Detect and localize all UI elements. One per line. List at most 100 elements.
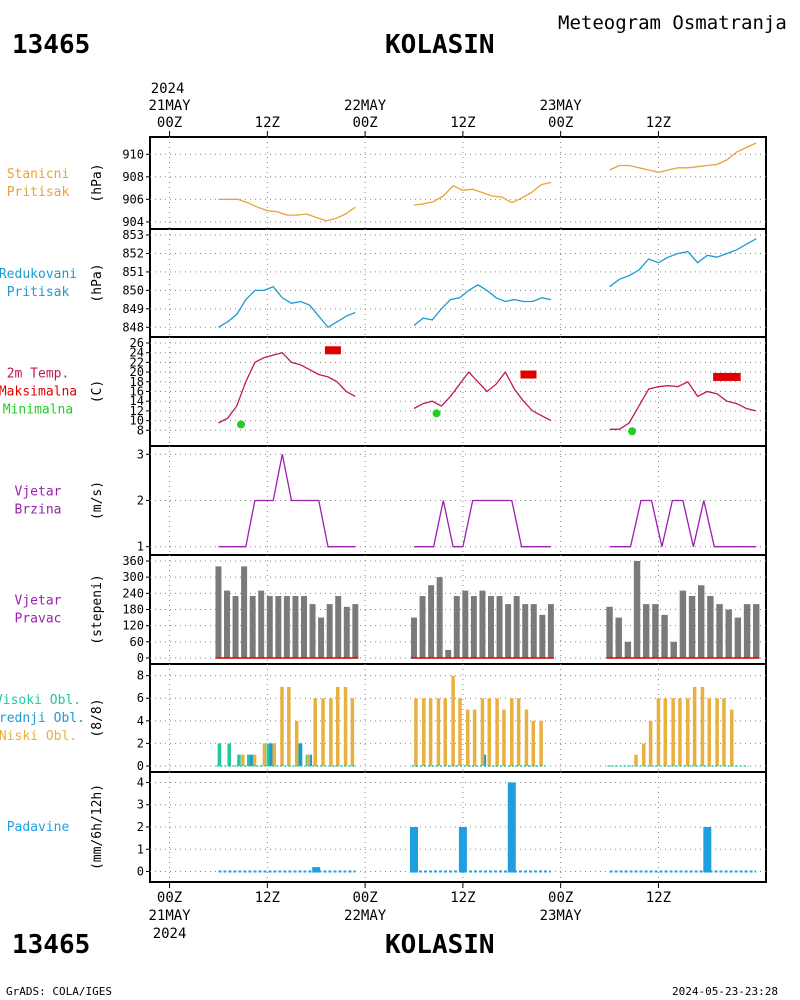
direction-bar <box>698 585 705 658</box>
direction-bar <box>275 596 282 658</box>
reduced_pressure-ytick-label: 853 <box>122 228 144 242</box>
precip-bar <box>410 827 418 873</box>
low-cloud-bar <box>472 709 477 766</box>
low-cloud-bar <box>294 720 299 766</box>
low-cloud-bar <box>306 754 311 766</box>
wind_speed-ytick-label: 2 <box>137 494 144 508</box>
clouds-ytick-label: 2 <box>137 736 144 750</box>
temp-series-line <box>413 370 552 422</box>
mid-cloud-bar <box>269 743 273 766</box>
reduced_pressure-series-line <box>413 284 552 327</box>
mid-cloud-bar <box>482 754 487 766</box>
low-cloud-bar <box>686 698 690 766</box>
direction-bar <box>343 606 350 658</box>
low-cloud-bar <box>634 754 638 766</box>
direction-bar <box>624 641 632 658</box>
direction-bar <box>661 614 668 658</box>
wind_direction-ylabel: (stepeni) <box>90 574 105 644</box>
low-cloud-bar <box>422 698 426 766</box>
temperature-legend-label: Minimalna <box>3 403 73 418</box>
wind_speed-ylabel: (m/s) <box>90 481 105 520</box>
wind_speed-legend-label: Vjetar <box>15 485 62 500</box>
low-cloud-bar <box>678 698 682 766</box>
reduced_pressure-series-line <box>218 285 356 329</box>
direction-bar <box>725 609 732 658</box>
low-cloud-bar <box>502 709 506 766</box>
precip-bar <box>507 782 516 873</box>
low-cloud-bar <box>466 709 470 766</box>
plot-frame <box>149 136 767 883</box>
top-hour-label: 00Z <box>157 115 182 131</box>
low-cloud-bar <box>262 743 267 766</box>
direction-bar <box>716 604 723 658</box>
bottom-hour-label: 12Z <box>646 890 671 906</box>
tmin-marker <box>237 420 245 429</box>
direction-bar <box>462 590 469 658</box>
direction-bar <box>707 596 714 658</box>
direction-bar <box>496 596 503 658</box>
precipitation-ytick-label: 3 <box>137 798 144 812</box>
low-cloud-bar <box>642 743 646 766</box>
reduced_pressure-ytick-label: 850 <box>122 283 144 297</box>
temperature-ytick-label: 26 <box>130 336 144 350</box>
reduced_pressure-legend-label: Redukovani <box>0 267 77 282</box>
low-cloud-bar <box>722 698 726 766</box>
product-title: Meteogram Osmatranja <box>558 12 787 34</box>
low-cloud-bar <box>343 686 348 766</box>
precip-bar <box>312 867 321 873</box>
temp-series-line <box>218 351 356 424</box>
direction-bar <box>266 596 273 658</box>
temperature-ytick-label: 12 <box>130 404 144 418</box>
bottom-hour-label: 00Z <box>352 890 377 906</box>
mid-cloud-bar <box>308 754 313 766</box>
direction-bar <box>309 604 316 658</box>
direction-bar <box>643 604 650 658</box>
low-cloud-bar <box>287 686 291 766</box>
direction-bar <box>292 596 299 658</box>
high-cloud-bar <box>266 743 271 766</box>
wind_speed-legend-label: Brzina <box>15 503 62 518</box>
direction-bar <box>445 649 452 658</box>
low-cloud-bar <box>272 743 276 766</box>
direction-bar <box>670 641 677 658</box>
tmin-marker <box>432 409 441 418</box>
temp-series-line <box>609 380 757 430</box>
direction-bar <box>453 596 460 658</box>
low-cloud-bar <box>707 698 712 766</box>
top-day-label: 23MAY <box>540 98 583 114</box>
temperature-ytick-label: 14 <box>130 394 144 408</box>
wind_direction-ytick-label: 180 <box>122 603 144 617</box>
low-cloud-bar <box>480 698 485 766</box>
bottom-hour-label: 00Z <box>548 890 573 906</box>
pressure-legend-label: Pritisak <box>7 185 70 200</box>
direction-bar <box>688 596 696 658</box>
bottom-hour-label: 12Z <box>450 890 475 906</box>
tmin-marker <box>628 427 637 436</box>
direction-bar <box>753 604 760 658</box>
low-cloud-bar <box>451 675 455 766</box>
high-cloud-bar <box>247 754 251 766</box>
pressure-ytick-label: 906 <box>122 192 144 206</box>
direction-bar <box>241 566 248 658</box>
pressure-ytick-label: 908 <box>122 170 144 184</box>
direction-bar <box>335 596 342 658</box>
low-cloud-bar <box>458 698 462 766</box>
wind_speed-ytick-label: 3 <box>137 447 144 461</box>
direction-bar <box>530 604 537 658</box>
tmax-marker <box>324 346 341 355</box>
low-cloud-bar <box>730 709 734 766</box>
reduced_pressure-ytick-label: 852 <box>122 246 144 260</box>
low-cloud-bar <box>516 698 521 766</box>
low-cloud-bar <box>241 754 245 766</box>
high-cloud-bar <box>237 754 241 766</box>
bottom-day-label: 21MAY <box>148 908 191 924</box>
reduced_pressure-ytick-label: 851 <box>122 265 144 279</box>
temperature-ytick-label: 22 <box>130 355 144 369</box>
pressure-ylabel: (hPa) <box>90 163 105 202</box>
direction-bar <box>539 614 546 658</box>
top-year-label: 2024 <box>151 81 185 97</box>
direction-bar <box>232 596 239 658</box>
low-cloud-bar <box>671 698 675 766</box>
